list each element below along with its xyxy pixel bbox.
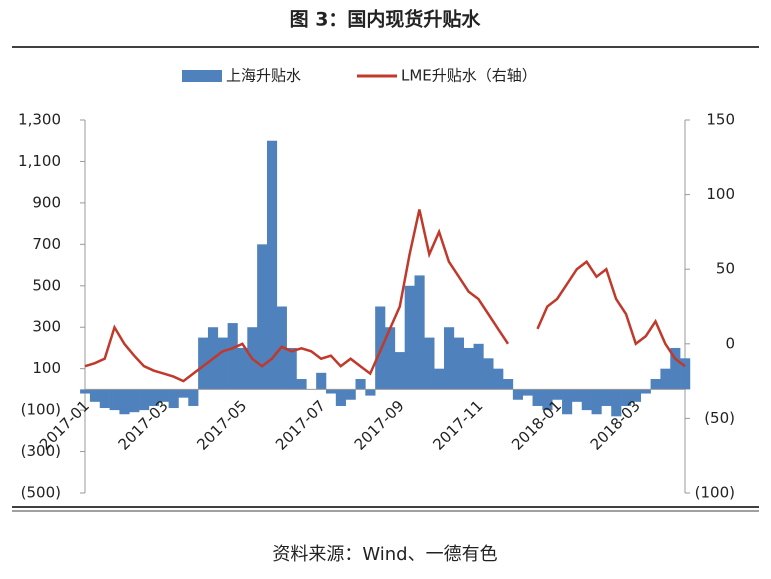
legend-label: LME升贴水（右轴）	[401, 67, 537, 85]
bar	[660, 368, 671, 390]
bar	[424, 337, 435, 390]
bar	[129, 389, 140, 413]
bar	[650, 379, 661, 390]
bar	[119, 389, 130, 415]
x-tick-label: 2017-11	[429, 397, 486, 454]
bar	[621, 389, 632, 406]
bar	[522, 389, 533, 396]
bar	[237, 347, 248, 390]
bar	[257, 244, 268, 390]
bar	[325, 389, 337, 394]
bar	[414, 275, 425, 390]
bar	[552, 389, 563, 400]
bar	[365, 389, 376, 396]
y2-tick-label: (100)	[695, 484, 735, 502]
bar	[493, 368, 504, 390]
x-tick-label: 2017-09	[351, 397, 408, 454]
bar	[345, 389, 356, 400]
y-tick-label: 500	[32, 276, 61, 294]
bar	[473, 343, 484, 390]
bar	[601, 389, 612, 406]
bar	[542, 389, 553, 411]
bar	[611, 389, 622, 417]
x-tick-label: 2017-05	[193, 397, 250, 454]
y-tick-label: 100	[32, 359, 61, 377]
bar	[296, 379, 307, 390]
y2-tick-label: 0	[725, 334, 735, 352]
y-tick-label: 300	[32, 318, 61, 336]
bar	[532, 389, 543, 406]
x-tick-label: 2017-07	[272, 397, 329, 454]
bar	[591, 389, 602, 415]
bar	[89, 389, 101, 402]
bar	[404, 285, 415, 390]
bar	[385, 327, 396, 390]
source: 资料来源：Wind、一德有色	[272, 544, 497, 565]
bar	[680, 358, 691, 390]
bar	[512, 389, 524, 400]
bar	[198, 337, 209, 390]
bar	[139, 389, 150, 411]
bar	[355, 379, 366, 390]
bar	[178, 389, 189, 398]
bar	[168, 389, 179, 409]
y-tick-label: 1,300	[18, 111, 61, 129]
y-tick-label: (100)	[21, 401, 61, 419]
y2-tick-label: 50	[716, 260, 735, 278]
bar	[444, 327, 455, 390]
bar	[286, 347, 297, 390]
legend-swatch	[182, 70, 222, 82]
bar	[316, 372, 327, 390]
bar	[335, 389, 346, 406]
chart-title: 图 3：国内现货升贴水	[290, 8, 482, 31]
bar	[463, 347, 474, 390]
y-tick-label: (300)	[21, 442, 61, 460]
bar	[630, 389, 642, 402]
y2-tick-label: (50)	[704, 409, 735, 427]
bar	[562, 389, 573, 415]
bar	[483, 358, 494, 390]
bar	[640, 389, 651, 394]
y-tick-label: 1,100	[18, 152, 61, 170]
bar	[581, 389, 592, 411]
bar	[394, 352, 405, 390]
bar	[109, 389, 120, 411]
bar	[80, 389, 91, 394]
bar	[148, 389, 160, 406]
y-tick-label: 700	[32, 235, 61, 253]
bar	[503, 379, 514, 390]
bar	[158, 389, 169, 402]
y-tick-label: (500)	[21, 484, 61, 502]
y2-tick-label: 100	[706, 185, 735, 203]
bar	[670, 347, 681, 390]
bar	[217, 337, 228, 390]
bar	[99, 389, 110, 409]
y-tick-label: 900	[32, 193, 61, 211]
bar	[434, 368, 445, 390]
bar	[227, 323, 238, 390]
legend-label: 上海升贴水	[226, 67, 301, 85]
line	[84, 209, 686, 383]
y2-tick-label: 150	[706, 111, 735, 129]
bar	[188, 389, 199, 406]
bar	[266, 140, 278, 390]
bar	[453, 337, 464, 390]
bar	[571, 389, 583, 402]
